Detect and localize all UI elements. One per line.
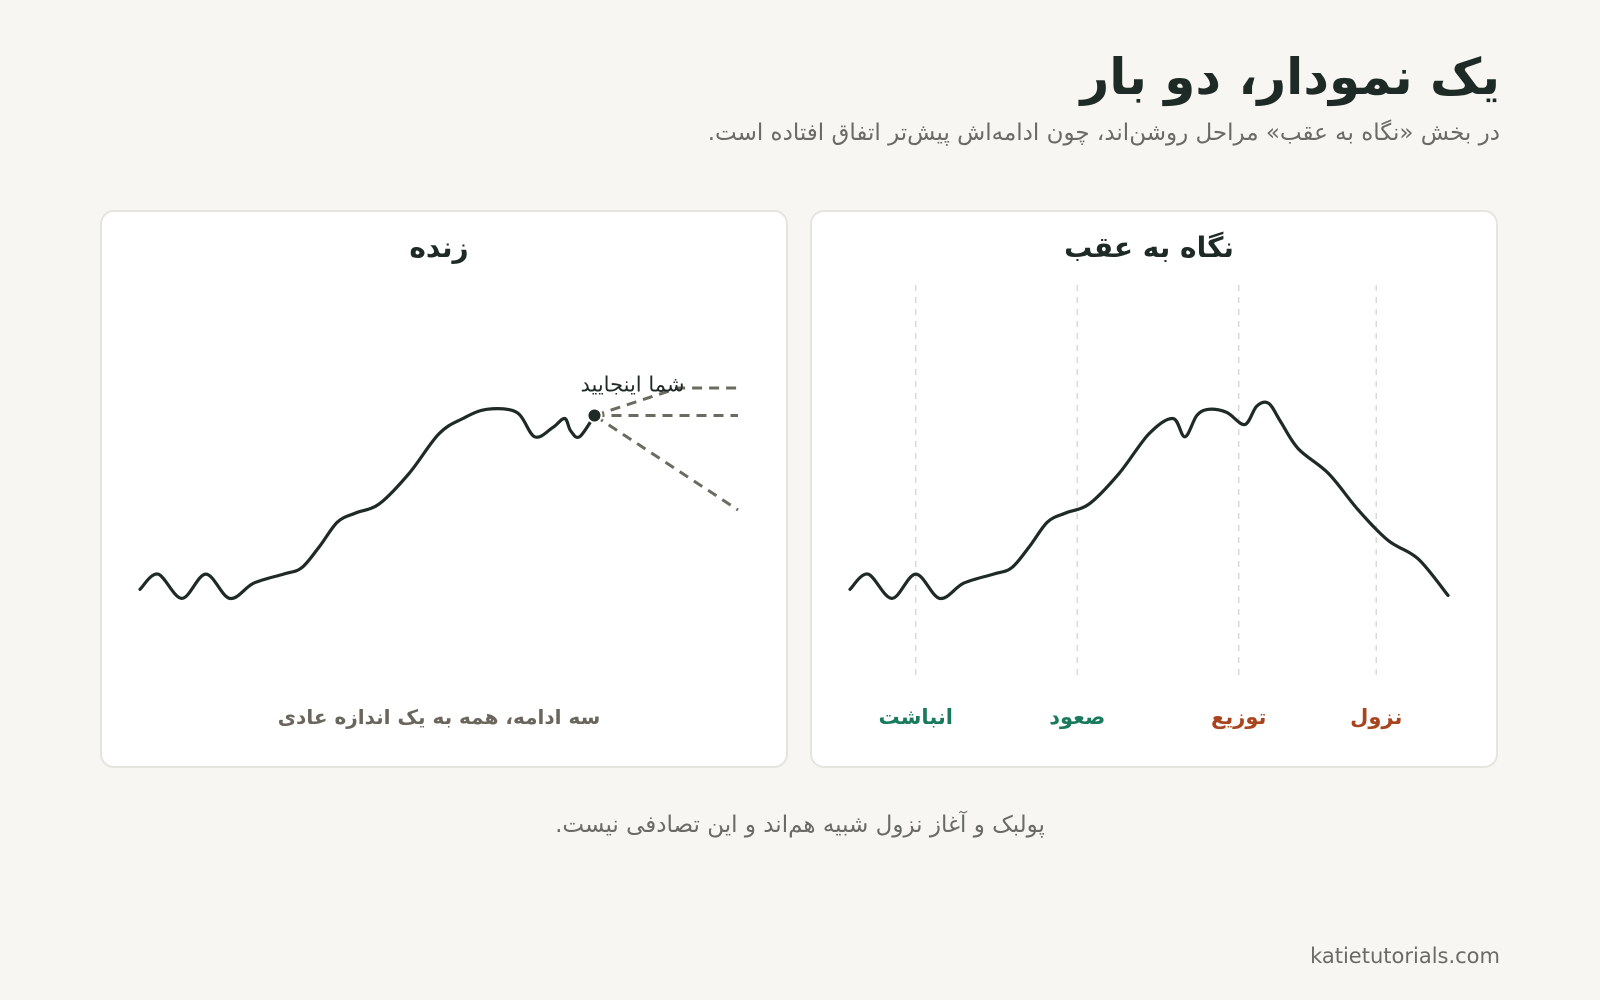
footnote: پولبک و آغاز نزول شبیه هم‌اند و این تصاد…	[555, 812, 1045, 838]
page-subtitle: در بخش «نگاه به عقب» مراحل روشن‌اند، چون…	[707, 120, 1500, 146]
site-credit: katietutorials.com	[1310, 944, 1500, 968]
phase-guides	[915, 285, 1377, 680]
price-line	[138, 407, 597, 601]
hindsight-chart-panel: نگاه به عقب انباشت صعود توزیع نزول	[810, 210, 1498, 768]
live-chart: زنده شما اینجایید سه ادامه، همه به یک ان…	[138, 231, 739, 729]
you-are-here-label: شما اینجایید	[580, 372, 684, 396]
hindsight-chart-title: نگاه به عقب	[1064, 231, 1234, 264]
live-chart-title: زنده	[409, 231, 468, 264]
phase-label-1: انباشت	[879, 705, 953, 729]
hindsight-chart: نگاه به عقب انباشت صعود توزیع نزول	[848, 231, 1450, 729]
current-position-marker	[586, 407, 603, 424]
projection-line-1	[594, 386, 738, 417]
phase-labels: انباشت صعود توزیع نزول	[879, 705, 1403, 729]
phase-label-3: توزیع	[1211, 705, 1266, 729]
projections-note: سه ادامه، همه به یک اندازه عادی	[278, 705, 601, 729]
projection-lines	[593, 386, 739, 512]
price-line	[848, 400, 1450, 601]
projection-line-3	[593, 414, 739, 512]
phase-label-4: نزول	[1350, 705, 1402, 729]
live-chart-panel: زنده شما اینجایید سه ادامه، همه به یک ان…	[100, 210, 788, 768]
page-title: یک نمودار، دو بار	[1080, 48, 1500, 106]
phase-label-2: صعود	[1049, 705, 1105, 729]
